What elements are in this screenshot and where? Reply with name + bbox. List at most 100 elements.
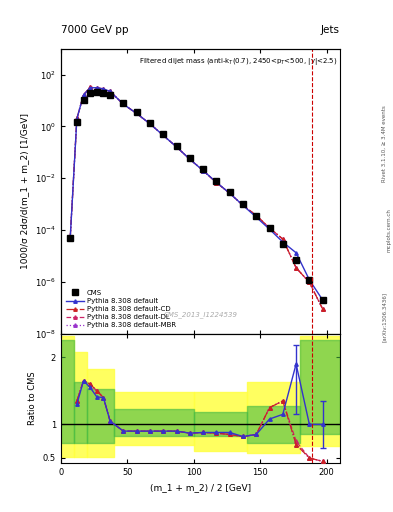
Pythia 8.308 default xyxy=(267,226,272,232)
Pythia 8.308 default-DL xyxy=(281,236,285,242)
Pythia 8.308 default xyxy=(81,92,86,98)
Pythia 8.308 default xyxy=(68,235,73,241)
Pythia 8.308 default-MBR xyxy=(187,156,192,162)
Pythia 8.308 default-MBR xyxy=(174,144,179,150)
Pythia 8.308 default-MBR xyxy=(101,86,106,92)
Line: Pythia 8.308 default-CD: Pythia 8.308 default-CD xyxy=(68,86,324,311)
Y-axis label: 1000/σ 2dσ/d(m_1 + m_2) [1/GeV]: 1000/σ 2dσ/d(m_1 + m_2) [1/GeV] xyxy=(20,113,29,269)
CMS xyxy=(134,109,139,115)
Pythia 8.308 default-DL xyxy=(108,89,112,95)
Pythia 8.308 default xyxy=(254,214,259,220)
Pythia 8.308 default-CD xyxy=(241,202,245,208)
Pythia 8.308 default xyxy=(201,167,206,174)
Pythia 8.308 default-CD xyxy=(320,306,325,312)
Pythia 8.308 default xyxy=(75,116,79,122)
Pythia 8.308 default xyxy=(88,84,92,91)
Text: CMS_2013_I1224539: CMS_2013_I1224539 xyxy=(163,311,237,318)
Pythia 8.308 default-CD xyxy=(254,212,259,219)
Pythia 8.308 default xyxy=(241,202,245,208)
Pythia 8.308 default xyxy=(94,84,99,91)
Pythia 8.308 default-DL xyxy=(187,156,192,162)
CMS xyxy=(148,119,152,125)
Y-axis label: Ratio to CMS: Ratio to CMS xyxy=(28,372,37,425)
CMS xyxy=(88,90,92,96)
Pythia 8.308 default-MBR xyxy=(214,180,219,186)
Text: mcplots.cern.ch: mcplots.cern.ch xyxy=(387,208,391,252)
CMS xyxy=(267,225,272,231)
CMS xyxy=(108,92,112,98)
Pythia 8.308 default-CD xyxy=(88,84,92,91)
Pythia 8.308 default-CD xyxy=(108,89,112,95)
CMS xyxy=(227,189,232,195)
Pythia 8.308 default-DL xyxy=(88,84,92,91)
Pythia 8.308 default-MBR xyxy=(81,92,86,98)
Pythia 8.308 default-MBR xyxy=(134,111,139,117)
Pythia 8.308 default xyxy=(134,111,139,117)
Pythia 8.308 default-DL xyxy=(101,86,106,92)
Pythia 8.308 default-CD xyxy=(68,235,73,241)
CMS xyxy=(68,235,73,241)
Text: 7000 GeV pp: 7000 GeV pp xyxy=(61,25,129,35)
Pythia 8.308 default-MBR xyxy=(241,202,245,208)
Pythia 8.308 default xyxy=(294,250,298,256)
CMS xyxy=(281,241,285,247)
CMS xyxy=(254,213,259,219)
Pythia 8.308 default xyxy=(101,86,106,92)
Pythia 8.308 default-MBR xyxy=(281,236,285,242)
Pythia 8.308 default-DL xyxy=(307,280,312,286)
Pythia 8.308 default-MBR xyxy=(68,235,73,241)
Pythia 8.308 default-CD xyxy=(94,84,99,91)
CMS xyxy=(161,131,165,137)
Pythia 8.308 default-CD xyxy=(227,190,232,196)
CMS xyxy=(121,100,126,106)
Pythia 8.308 default-DL xyxy=(94,84,99,91)
CMS xyxy=(201,166,206,173)
Pythia 8.308 default xyxy=(214,179,219,185)
Pythia 8.308 default-CD xyxy=(267,225,272,231)
Pythia 8.308 default-MBR xyxy=(94,84,99,91)
CMS xyxy=(174,143,179,149)
Pythia 8.308 default-CD xyxy=(201,167,206,174)
Pythia 8.308 default-MBR xyxy=(161,132,165,138)
Pythia 8.308 default-CD xyxy=(75,115,79,121)
Pythia 8.308 default-MBR xyxy=(201,167,206,174)
Pythia 8.308 default-DL xyxy=(241,202,245,208)
Pythia 8.308 default xyxy=(108,89,112,95)
Pythia 8.308 default-MBR xyxy=(148,121,152,127)
Pythia 8.308 default-DL xyxy=(134,111,139,117)
Pythia 8.308 default-DL xyxy=(254,212,259,219)
Pythia 8.308 default-DL xyxy=(201,167,206,174)
Pythia 8.308 default-DL xyxy=(214,180,219,186)
Pythia 8.308 default-MBR xyxy=(121,101,126,107)
Pythia 8.308 default xyxy=(187,156,192,162)
Pythia 8.308 default-DL xyxy=(121,101,126,107)
Pythia 8.308 default-CD xyxy=(214,180,219,186)
X-axis label: (m_1 + m_2) / 2 [GeV]: (m_1 + m_2) / 2 [GeV] xyxy=(150,483,251,492)
Pythia 8.308 default-DL xyxy=(320,306,325,312)
Pythia 8.308 default xyxy=(148,121,152,127)
Pythia 8.308 default-MBR xyxy=(254,212,259,219)
Pythia 8.308 default-DL xyxy=(75,115,79,121)
Pythia 8.308 default-MBR xyxy=(307,280,312,286)
Pythia 8.308 default-CD xyxy=(281,236,285,242)
Text: Filtered dijet mass (anti-k$_T$(0.7), 2450<p$_T$<500, |y|<2.5): Filtered dijet mass (anti-k$_T$(0.7), 24… xyxy=(139,56,337,67)
CMS xyxy=(294,257,298,263)
CMS xyxy=(320,297,325,303)
Pythia 8.308 default-DL xyxy=(148,121,152,127)
Pythia 8.308 default-MBR xyxy=(88,84,92,91)
Pythia 8.308 default-CD xyxy=(187,156,192,162)
Pythia 8.308 default xyxy=(174,144,179,150)
Pythia 8.308 default-CD xyxy=(161,132,165,138)
Pythia 8.308 default-MBR xyxy=(294,265,298,271)
Pythia 8.308 default xyxy=(227,190,232,196)
Pythia 8.308 default-MBR xyxy=(227,190,232,196)
Pythia 8.308 default-CD xyxy=(101,86,106,92)
Text: [arXiv:1306.3436]: [arXiv:1306.3436] xyxy=(382,292,387,343)
Pythia 8.308 default-CD xyxy=(174,144,179,150)
Pythia 8.308 default-DL xyxy=(174,144,179,150)
Line: Pythia 8.308 default-MBR: Pythia 8.308 default-MBR xyxy=(68,86,324,311)
Legend: CMS, Pythia 8.308 default, Pythia 8.308 default-CD, Pythia 8.308 default-DL, Pyt: CMS, Pythia 8.308 default, Pythia 8.308 … xyxy=(64,288,178,330)
CMS xyxy=(94,89,99,95)
Pythia 8.308 default xyxy=(161,132,165,138)
Text: Jets: Jets xyxy=(321,25,340,35)
